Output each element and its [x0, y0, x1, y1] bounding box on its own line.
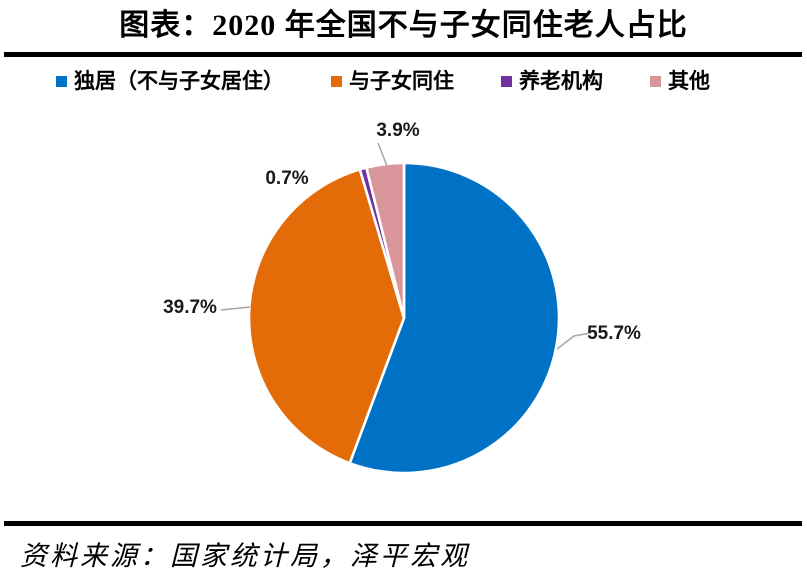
legend-item-2: 养老机构 [501, 69, 603, 93]
pie-slice-0 [348, 161, 561, 475]
leader-line-1 [220, 306, 251, 311]
legend: 独居（不与子女居住） 与子女同住 养老机构 其他 [56, 69, 710, 93]
legend-label: 与子女同住 [349, 69, 454, 93]
legend-swatch-icon [501, 75, 512, 87]
leader-line-0 [556, 332, 592, 350]
legend-swatch-icon [650, 75, 661, 87]
chart-title: 图表：2020 年全国不与子女同住老人占比 [119, 9, 688, 42]
legend-item-1: 与子女同住 [331, 69, 454, 93]
legend-item-0: 独居（不与子女居住） [56, 69, 284, 93]
legend-label: 独居（不与子女居住） [74, 69, 284, 93]
legend-swatch-icon [331, 75, 342, 87]
pie-slice-3 [365, 161, 406, 320]
bottom-divider-bar [4, 521, 802, 526]
leader-line-3 [377, 142, 388, 167]
data-label-3: 3.9% [376, 120, 420, 141]
source-note: 资料来源：国家统计局，泽平宏观 [20, 541, 470, 571]
pie-slice-1 [247, 168, 406, 465]
top-divider-bar [4, 52, 802, 57]
legend-label: 其他 [668, 69, 710, 93]
data-label-0: 55.7% [587, 323, 641, 344]
legend-swatch-icon [56, 75, 67, 87]
legend-label: 养老机构 [519, 69, 603, 93]
data-label-2: 0.7% [265, 168, 309, 189]
data-label-1: 39.7% [163, 297, 217, 318]
legend-item-3: 其他 [650, 69, 710, 93]
